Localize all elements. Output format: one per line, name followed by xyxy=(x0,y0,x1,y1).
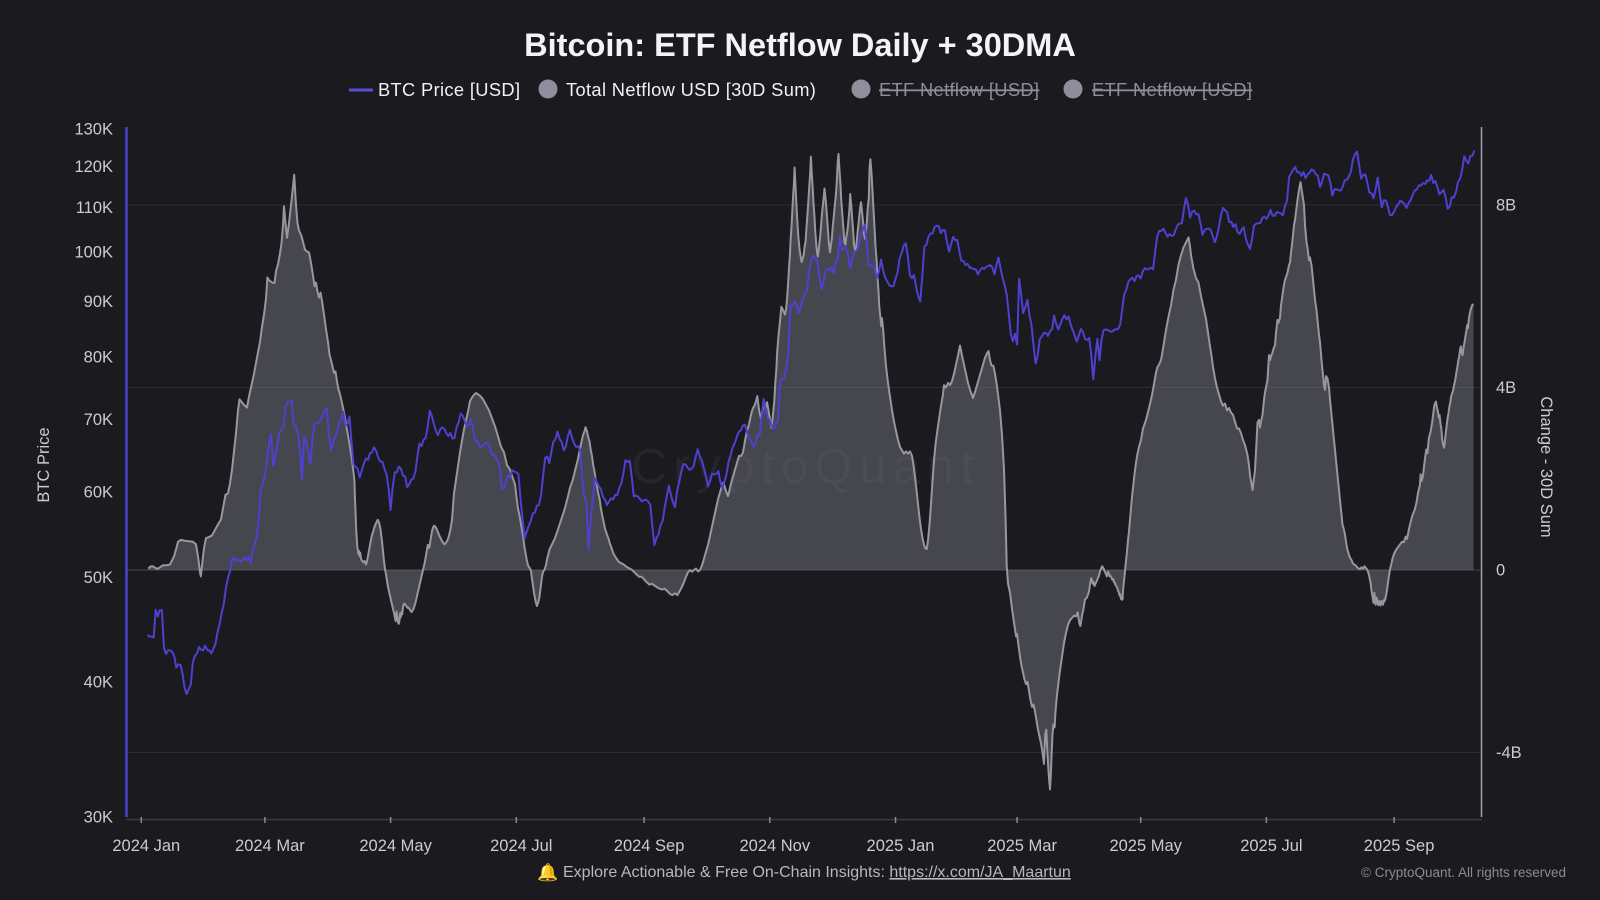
svg-text:2024 Mar: 2024 Mar xyxy=(235,837,305,855)
svg-text:90K: 90K xyxy=(84,293,113,311)
svg-text:2024 May: 2024 May xyxy=(359,837,432,855)
svg-text:8B: 8B xyxy=(1496,197,1516,215)
svg-text:50K: 50K xyxy=(84,569,113,587)
svg-text:-4B: -4B xyxy=(1496,744,1522,762)
svg-text:2024 Sep: 2024 Sep xyxy=(614,837,685,855)
svg-text:🔔: 🔔 xyxy=(537,863,558,882)
svg-text:130K: 130K xyxy=(74,121,113,139)
svg-text:4B: 4B xyxy=(1496,379,1516,397)
svg-text:Change - 30D Sum: Change - 30D Sum xyxy=(1537,396,1555,537)
svg-text:2024 Jan: 2024 Jan xyxy=(112,837,180,855)
svg-text:2024 Nov: 2024 Nov xyxy=(739,837,810,855)
svg-text:30K: 30K xyxy=(84,809,113,827)
svg-text:Explore Actionable & Free On-C: Explore Actionable & Free On-Chain Insig… xyxy=(563,864,1071,881)
svg-text:Total Netflow USD [30D Sum): Total Netflow USD [30D Sum) xyxy=(566,79,816,100)
svg-text:100K: 100K xyxy=(74,244,113,262)
svg-text:40K: 40K xyxy=(84,674,113,692)
svg-text:BTC Price [USD]: BTC Price [USD] xyxy=(378,79,520,100)
svg-text:2025 Sep: 2025 Sep xyxy=(1364,837,1435,855)
svg-text:60K: 60K xyxy=(84,483,113,501)
svg-text:ETF Netflow [USD]: ETF Netflow [USD] xyxy=(879,79,1039,100)
svg-text:70K: 70K xyxy=(84,411,113,429)
svg-text:2025 Jul: 2025 Jul xyxy=(1240,837,1302,855)
svg-text:110K: 110K xyxy=(76,199,113,217)
svg-text:2025 Jan: 2025 Jan xyxy=(867,837,935,855)
svg-text:© CryptoQuant. All rights rese: © CryptoQuant. All rights reserved xyxy=(1361,865,1566,880)
svg-text:2025 May: 2025 May xyxy=(1109,837,1182,855)
svg-text:2025 Mar: 2025 Mar xyxy=(987,837,1057,855)
svg-text:0: 0 xyxy=(1496,562,1505,580)
svg-text:Bitcoin: ETF Netflow Daily + 3: Bitcoin: ETF Netflow Daily + 30DMA xyxy=(524,27,1076,63)
svg-text:80K: 80K xyxy=(84,348,113,366)
svg-text:BTC Price: BTC Price xyxy=(35,427,53,502)
svg-text:120K: 120K xyxy=(74,158,113,176)
svg-text:2024 Jul: 2024 Jul xyxy=(490,837,552,855)
svg-text:ETF Netflow [USD]: ETF Netflow [USD] xyxy=(1092,79,1252,100)
